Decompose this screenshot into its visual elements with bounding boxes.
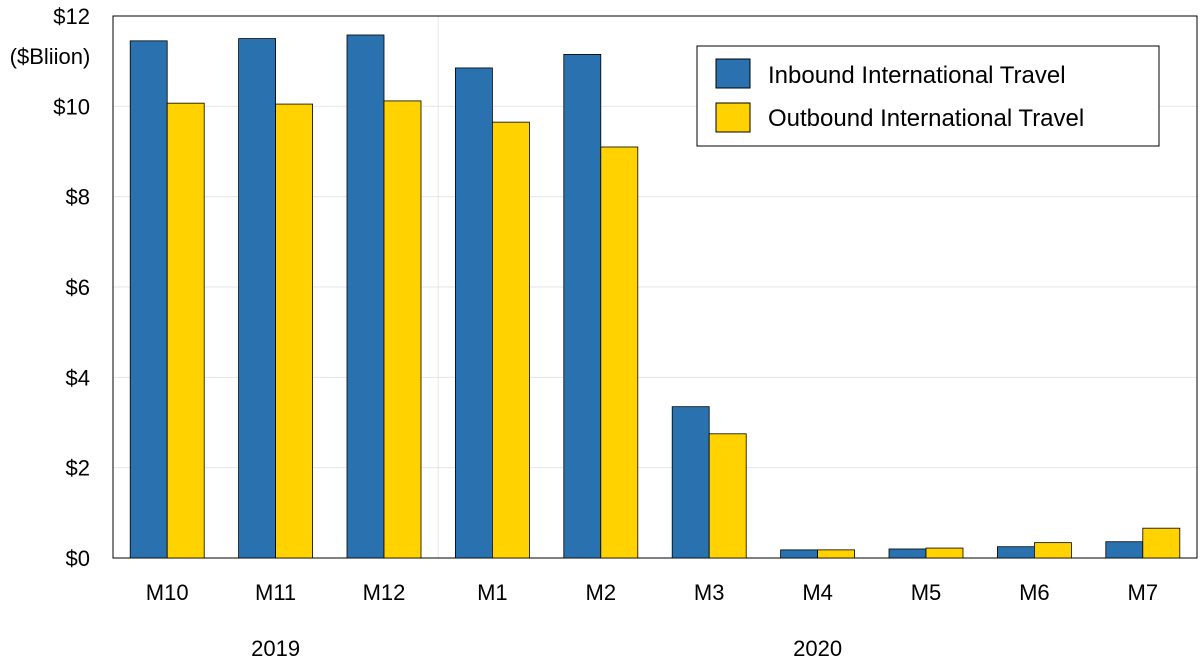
bar-outbound-m1 [491, 121, 530, 559]
bar-outbound-m12 [383, 100, 422, 559]
legend: Inbound International Travel Outbound In… [696, 45, 1160, 147]
x-tick-label: M3 [694, 580, 725, 605]
year-label: 2020 [793, 636, 842, 661]
legend-label-inbound: Inbound International Travel [768, 62, 1066, 89]
y-tick-label: $10 [53, 94, 90, 119]
x-tick-label: M4 [802, 580, 833, 605]
bars [129, 34, 1181, 559]
x-tick-label: M2 [586, 580, 617, 605]
bar-inbound-m2 [563, 53, 602, 559]
x-tick-label: M5 [911, 580, 942, 605]
year-labels: 2019 2020 [251, 636, 842, 661]
legend-label-outbound: Outbound International Travel [768, 105, 1084, 132]
bar-inbound-m4 [780, 549, 818, 559]
y-tick-label: $4 [66, 365, 90, 390]
legend-swatch-outbound [715, 102, 751, 133]
x-axis-ticks: M10 M11 M12 M1 M2 M3 M4 M5 M6 M7 [146, 580, 1158, 605]
x-tick-label: M7 [1128, 580, 1159, 605]
bar-outbound-m5 [925, 547, 964, 559]
y-tick-label: $6 [66, 275, 90, 300]
y-axis-ticks: $0 $2 $4 $6 $8 $10 $12 [53, 4, 90, 571]
plot-area [112, 15, 1198, 559]
bar-inbound-m5 [888, 548, 927, 559]
legend-box [696, 45, 1160, 147]
bar-inbound-m11 [238, 38, 277, 559]
bar-inbound-m1 [454, 67, 493, 559]
year-label: 2019 [251, 636, 300, 661]
legend-swatch-inbound [715, 58, 751, 89]
bar-outbound-m3 [708, 433, 747, 559]
bar-outbound-m4 [817, 549, 855, 559]
bar-outbound-m7 [1142, 527, 1181, 559]
y-tick-label: $12 [53, 4, 90, 29]
bar-outbound-m10 [166, 102, 205, 559]
x-tick-label: M10 [146, 580, 189, 605]
bar-inbound-m6 [997, 546, 1035, 559]
bar-inbound-m10 [129, 40, 168, 559]
bar-inbound-m12 [346, 34, 385, 559]
y-tick-label: $8 [66, 185, 90, 210]
bar-inbound-m3 [671, 406, 710, 559]
bar-inbound-m7 [1105, 541, 1144, 559]
bar-outbound-m6 [1034, 542, 1072, 559]
x-tick-label: M6 [1019, 580, 1050, 605]
x-tick-label: M12 [363, 580, 406, 605]
bar-outbound-m11 [275, 103, 314, 559]
x-tick-label: M1 [477, 580, 508, 605]
y-tick-label: $2 [66, 456, 90, 481]
y-axis-label: ($Bliion) [10, 44, 91, 69]
y-tick-label: $0 [66, 546, 90, 571]
x-tick-label: M11 [255, 580, 296, 605]
bar-outbound-m2 [600, 146, 639, 559]
